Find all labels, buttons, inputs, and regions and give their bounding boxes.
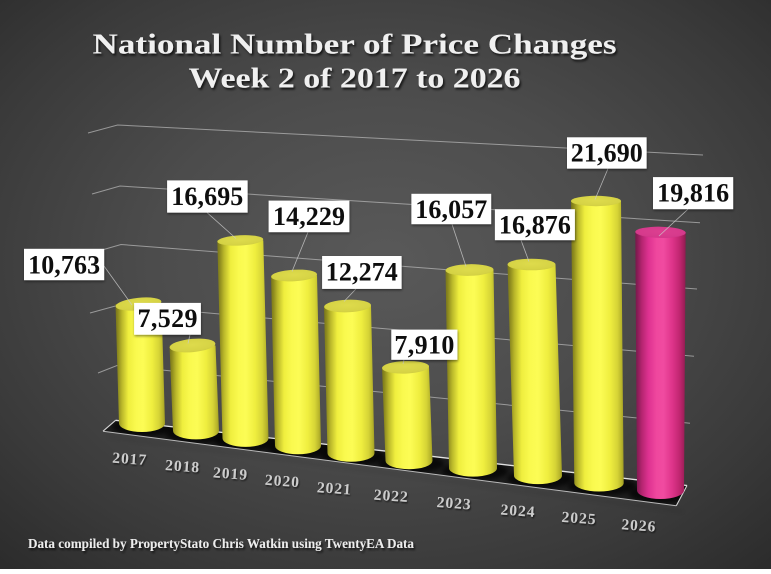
svg-text:2023: 2023: [436, 494, 471, 513]
svg-text:21,690: 21,690: [571, 139, 643, 168]
svg-text:2026: 2026: [621, 516, 656, 535]
svg-text:2018: 2018: [165, 457, 200, 476]
svg-text:19,816: 19,816: [657, 178, 729, 207]
svg-text:14,229: 14,229: [273, 202, 345, 231]
svg-text:12,274: 12,274: [326, 258, 398, 287]
svg-text:16,695: 16,695: [171, 182, 243, 211]
svg-text:16,876: 16,876: [499, 211, 571, 240]
svg-text:2017: 2017: [112, 450, 147, 469]
svg-text:Week 2 of 2017 to 2026: Week 2 of 2017 to 2026: [189, 62, 521, 94]
svg-text:2020: 2020: [264, 472, 299, 491]
svg-text:2021: 2021: [316, 479, 351, 498]
svg-text:2019: 2019: [212, 464, 247, 483]
svg-text:10,763: 10,763: [28, 250, 100, 279]
svg-text:Data compiled by PropertyStato: Data compiled by PropertyStato Chris Wat…: [28, 536, 414, 551]
svg-text:16,057: 16,057: [415, 195, 487, 224]
svg-text:National Number of Price Chang: National Number of Price Changes: [93, 29, 617, 61]
svg-text:2024: 2024: [500, 502, 535, 521]
svg-text:2025: 2025: [561, 509, 596, 528]
svg-text:2022: 2022: [373, 487, 408, 506]
svg-text:7,529: 7,529: [138, 304, 198, 333]
svg-text:7,910: 7,910: [394, 330, 454, 359]
